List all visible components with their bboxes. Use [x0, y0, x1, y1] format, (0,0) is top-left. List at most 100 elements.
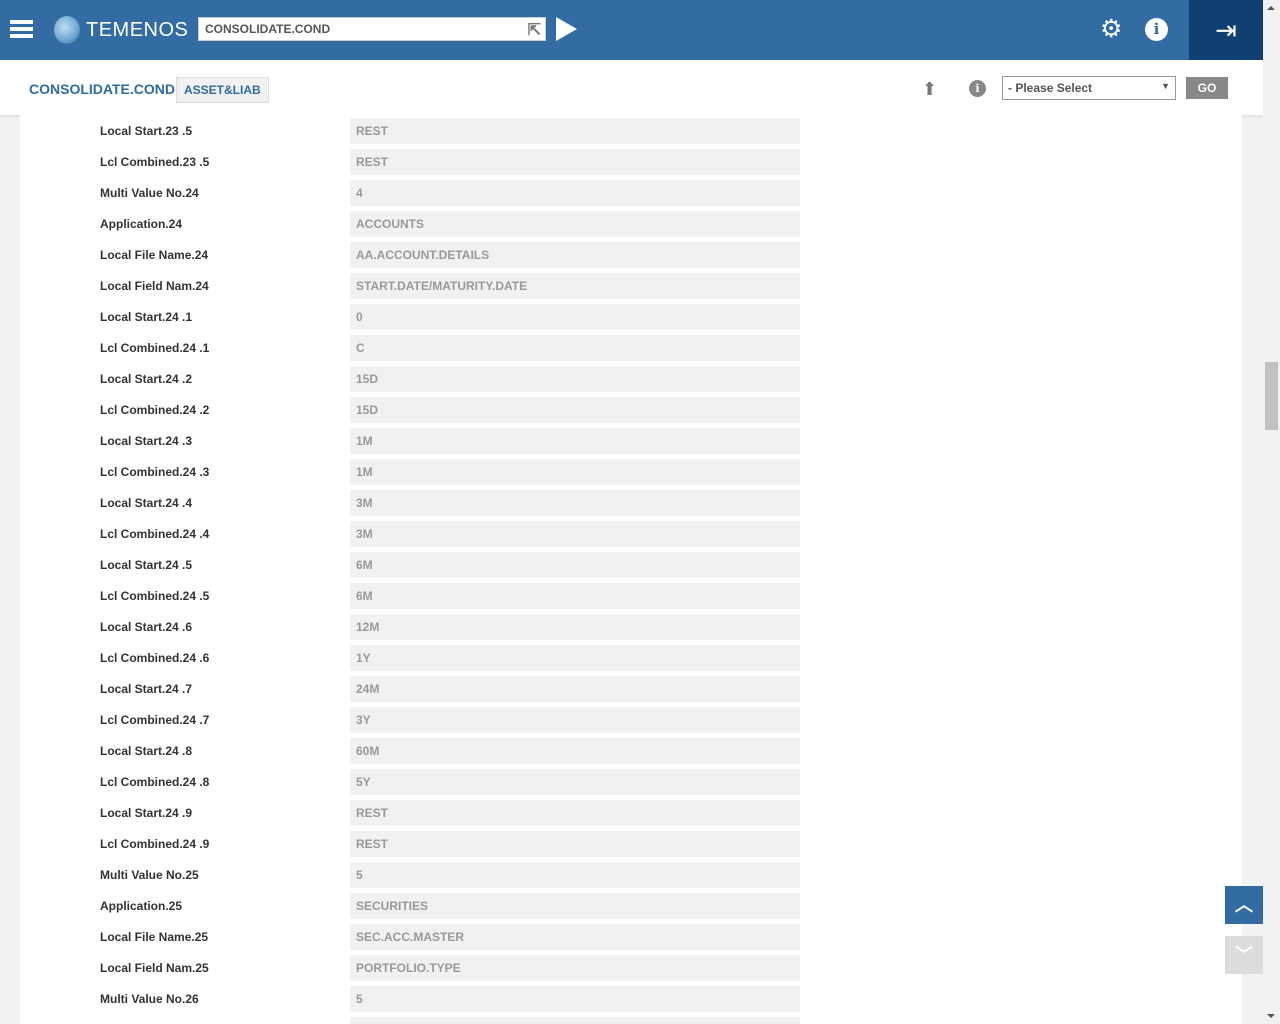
field-value[interactable]: 5 [350, 862, 800, 888]
field-row: Lcl Combined.24 .1 C [20, 335, 820, 361]
field-value[interactable]: 12M [350, 614, 800, 640]
field-label: Local Start.24 .3 [100, 434, 193, 448]
select-value: - Please Select [1008, 81, 1093, 95]
field-label: Local File Name.24 [100, 248, 209, 262]
field-value[interactable]: 3Y [350, 707, 800, 733]
logout-icon[interactable]: ⇥ [1189, 0, 1263, 60]
field-row: Lcl Combined.24 .8 5Y [20, 769, 820, 795]
field-row: Local Start.24 .5 6M [20, 552, 820, 578]
field-label: Local Start.24 .7 [100, 682, 193, 696]
field-label: Local Start.24 .1 [100, 310, 193, 324]
field-value[interactable]: AA.ACCOUNT.DETAILS [350, 242, 800, 268]
field-value[interactable]: SECURITIES [350, 893, 800, 919]
field-row: Multi Value No.26 5 [20, 986, 820, 1012]
field-value[interactable]: START.DATE/MATURITY.DATE [350, 273, 800, 299]
field-label: Multi Value No.25 [100, 868, 199, 882]
field-row: Local Start.24 .4 3M [20, 490, 820, 516]
field-value[interactable]: 15D [350, 366, 800, 392]
field-label: Lcl Combined.24 .8 [100, 775, 210, 789]
field-row: Lcl Combined.24 .9 REST [20, 831, 820, 857]
brand-name: TEMENOS [86, 18, 189, 41]
field-row: Local Start.24 .9 REST [20, 800, 820, 826]
field-label: Local Field Nam.25 [100, 961, 209, 975]
info-icon[interactable]: i [969, 80, 986, 97]
field-label: Lcl Combined.24 .1 [100, 341, 210, 355]
field-label: Local Start.24 .8 [100, 744, 193, 758]
field-label: Local Start.23 .5 [100, 124, 193, 138]
chevron-up-icon: ︿ [1235, 895, 1253, 915]
field-value[interactable]: REST [350, 149, 800, 175]
field-label: Local File Name.25 [100, 930, 209, 944]
field-value[interactable]: 5Y [350, 769, 800, 795]
field-value[interactable]: 60M [350, 738, 800, 764]
field-row: Lcl Combined.24 .2 15D [20, 397, 820, 423]
field-label: Application.24 [100, 217, 183, 231]
scroll-down-button[interactable]: ﹀ [1225, 936, 1263, 974]
field-row: Local File Name.25 SEC.ACC.MASTER [20, 924, 820, 950]
field-value[interactable]: SEC.ACC.MASTER [350, 924, 800, 950]
scrollbar-thumb[interactable] [1265, 362, 1278, 430]
gear-icon[interactable]: ⚙ [1100, 15, 1123, 43]
field-row: Lcl Combined.24 .7 3Y [20, 707, 820, 733]
field-row: Local Field Nam.24 START.DATE/MATURITY.DA… [20, 273, 820, 299]
globe-logo [54, 16, 80, 44]
field-row: Local Start.24 .8 60M [20, 738, 820, 764]
brand-logo: TEMENOS [54, 16, 188, 44]
command-value: CONSOLIDATE.COND [205, 22, 331, 36]
field-label: Multi Value No.24 [100, 186, 199, 200]
field-value[interactable]: 4 [350, 180, 800, 206]
field-value[interactable]: 1M [350, 428, 800, 454]
field-label: Lcl Combined.24 .9 [100, 837, 210, 851]
field-row: Local Start.24 .6 12M [20, 614, 820, 640]
menu-icon[interactable] [10, 20, 33, 38]
field-value[interactable]: 6M [350, 583, 800, 609]
field-value[interactable]: ACCOUNTS [350, 211, 800, 237]
upload-icon[interactable]: ⬆ [922, 79, 938, 99]
field-row: Local Start.23 .5 REST [20, 118, 820, 144]
field-row: Local Start.24 .1 0 [20, 304, 820, 330]
field-row: Application.25 SECURITIES [20, 893, 820, 919]
scroll-up-arrow[interactable] [1267, 6, 1275, 10]
field-value[interactable]: 24M [350, 676, 800, 702]
field-row: Local Start.24 .2 15D [20, 366, 820, 392]
expand-arrow-icon[interactable]: ⇱ [527, 22, 541, 39]
top-header: TEMENOS CONSOLIDATE.COND ⇱ ⚙ i ⇥ [0, 0, 1263, 60]
field-value[interactable]: 5 [350, 986, 800, 1012]
info-icon[interactable]: i [1145, 18, 1168, 41]
play-icon[interactable] [556, 17, 577, 41]
field-label: Local Start.24 .5 [100, 558, 193, 572]
command-input[interactable]: CONSOLIDATE.COND ⇱ [198, 17, 546, 41]
field-value[interactable]: 3M [350, 521, 800, 547]
field-value[interactable]: 1M [350, 459, 800, 485]
field-value[interactable]: 3M [350, 490, 800, 516]
scroll-down-arrow[interactable] [1267, 1014, 1275, 1018]
action-select[interactable]: - Please Select ▼ [1002, 76, 1176, 100]
field-row: Local Start.24 .7 24M [20, 676, 820, 702]
field-value[interactable]: 1Y [350, 645, 800, 671]
scroll-up-button[interactable]: ︿ [1225, 886, 1263, 924]
field-row: Local File Name.24 AA.ACCOUNT.DETAILS [20, 242, 820, 268]
scrollbar[interactable] [1263, 0, 1280, 1024]
field-label: Local Start.24 .6 [100, 620, 193, 634]
field-row: Multi Value No.25 5 [20, 862, 820, 888]
field-value[interactable]: 0 [350, 304, 800, 330]
record-id-tab[interactable]: ASSET&LIAB [176, 77, 269, 103]
field-value[interactable]: PORTFOLIO.TYPE [350, 955, 800, 981]
field-label: Local Field Nam.24 [100, 279, 209, 293]
field-label: Lcl Combined.24 .3 [100, 465, 210, 479]
field-row: Application.24 ACCOUNTS [20, 211, 820, 237]
field-value[interactable] [350, 1017, 800, 1024]
go-button[interactable]: GO [1186, 77, 1228, 99]
field-label: Local Start.24 .2 [100, 372, 193, 386]
field-value[interactable]: REST [350, 800, 800, 826]
field-value[interactable]: C [350, 335, 800, 361]
page-title: CONSOLIDATE.COND [29, 81, 175, 97]
field-value[interactable]: 15D [350, 397, 800, 423]
field-label: Multi Value No.26 [100, 992, 199, 1006]
field-value[interactable]: 6M [350, 552, 800, 578]
field-row: Lcl Combined.24 .4 3M [20, 521, 820, 547]
field-label: Lcl Combined.24 .5 [100, 589, 210, 603]
field-label: Local Start.24 .4 [100, 496, 193, 510]
field-value[interactable]: REST [350, 118, 800, 144]
field-value[interactable]: REST [350, 831, 800, 857]
